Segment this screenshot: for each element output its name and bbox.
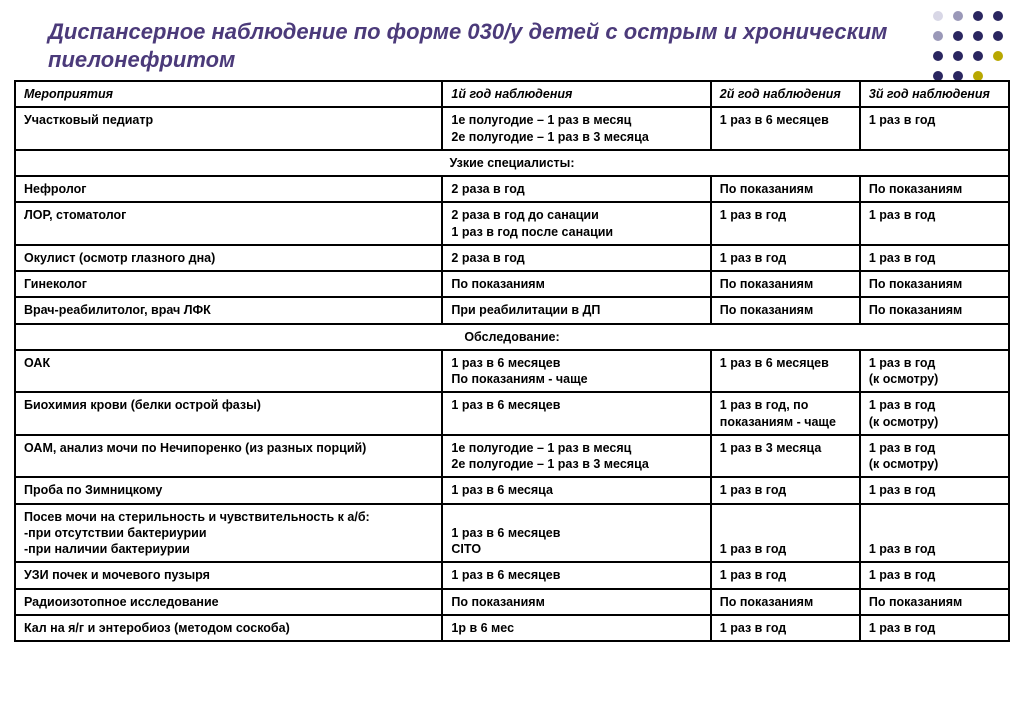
col-header-year1: 1й год наблюдения [442, 81, 710, 107]
table-cell: По показаниям [442, 271, 710, 297]
table-cell: 1р в 6 мес [442, 615, 710, 641]
table-cell: 1 раз в год(к осмотру) [860, 435, 1009, 478]
col-header-year3: 3й год наблюдения [860, 81, 1009, 107]
table-cell: 1 раз в год [860, 107, 1009, 150]
table-cell: 1 раз в год [711, 245, 860, 271]
table-row: ОАК1 раз в 6 месяцевПо показаниям - чаще… [15, 350, 1009, 393]
table-cell: 1 раз в 6 месяцев [711, 107, 860, 150]
table-cell: Окулист (осмотр глазного дна) [15, 245, 442, 271]
table-cell: 2 раза в год [442, 176, 710, 202]
table-row: УЗИ почек и мочевого пузыря1 раз в 6 мес… [15, 562, 1009, 588]
table-cell: 1 раз в год, по показаниям - чаще [711, 392, 860, 435]
table-cell: 2 раза в год [442, 245, 710, 271]
section-title-cell: Узкие специалисты: [15, 150, 1009, 176]
table-row: ОАМ, анализ мочи по Нечипоренко (из разн… [15, 435, 1009, 478]
table-cell: 1 раз в 6 месяцевПо показаниям - чаще [442, 350, 710, 393]
table-row: Врач-реабилитолог, врач ЛФКПри реабилита… [15, 297, 1009, 323]
col-header-year2: 2й год наблюдения [711, 81, 860, 107]
table-cell: По показаниям [711, 297, 860, 323]
table-cell: 1 раз в год [860, 202, 1009, 245]
table-cell: 1 раз в год [711, 562, 860, 588]
table-cell: Врач-реабилитолог, врач ЛФК [15, 297, 442, 323]
table-cell: ОАК [15, 350, 442, 393]
table-row: Окулист (осмотр глазного дна)2 раза в го… [15, 245, 1009, 271]
table-cell: ОАМ, анализ мочи по Нечипоренко (из разн… [15, 435, 442, 478]
col-header-activity: Мероприятия [15, 81, 442, 107]
table-cell: 1 раз в 6 месяцев [442, 392, 710, 435]
table-cell: По показаниям [860, 176, 1009, 202]
table-cell: 1 раз в 6 месяца [442, 477, 710, 503]
table-cell: УЗИ почек и мочевого пузыря [15, 562, 442, 588]
table-cell: Радиоизотопное исследование [15, 589, 442, 615]
table-cell: 1 раз в год [711, 615, 860, 641]
table-cell: При реабилитации в ДП [442, 297, 710, 323]
table-cell: 1 раз в год [711, 477, 860, 503]
table-cell: По показаниям [860, 271, 1009, 297]
table-cell: 1 раз в год [860, 504, 1009, 563]
table-cell: 1 раз в 6 месяцев [442, 562, 710, 588]
table-cell: По показаниям [860, 297, 1009, 323]
table-cell: 1е полугодие – 1 раз в месяц2е полугодие… [442, 435, 710, 478]
table-cell: 1 раз в год [860, 477, 1009, 503]
table-row: Радиоизотопное исследованиеПо показаниям… [15, 589, 1009, 615]
table-cell: По показаниям [711, 271, 860, 297]
table-row: ГинекологПо показаниямПо показаниямПо по… [15, 271, 1009, 297]
table-cell: 1 раз в год [860, 562, 1009, 588]
table-cell: ЛОР, стоматолог [15, 202, 442, 245]
table-cell: Биохимия крови (белки острой фазы) [15, 392, 442, 435]
table-row: Проба по Зимницкому1 раз в 6 месяца1 раз… [15, 477, 1009, 503]
table-cell: Нефролог [15, 176, 442, 202]
table-cell: 2 раза в год до санации1 раз в год после… [442, 202, 710, 245]
table-cell: Проба по Зимницкому [15, 477, 442, 503]
section-title-row: Узкие специалисты: [15, 150, 1009, 176]
table-header-row: Мероприятия 1й год наблюдения 2й год наб… [15, 81, 1009, 107]
table-row: Биохимия крови (белки острой фазы)1 раз … [15, 392, 1009, 435]
table-cell: 1 раз в год(к осмотру) [860, 392, 1009, 435]
table-row: Участковый педиатр1е полугодие – 1 раз в… [15, 107, 1009, 150]
table-cell: По показаниям [860, 589, 1009, 615]
slide-title: Диспансерное наблюдение по форме 030/у д… [48, 18, 964, 73]
section-title-cell: Обследование: [15, 324, 1009, 350]
table-row: Кал на я/г и энтеробиоз (методом соскоба… [15, 615, 1009, 641]
table-row: ЛОР, стоматолог2 раза в год до санации1 … [15, 202, 1009, 245]
table-cell: 1 раз в 6 месяцев [711, 350, 860, 393]
table-cell: Участковый педиатр [15, 107, 442, 150]
table-cell: 1 раз в год [711, 504, 860, 563]
observation-table: Мероприятия 1й год наблюдения 2й год наб… [14, 80, 1010, 642]
table-cell: Гинеколог [15, 271, 442, 297]
table-cell: По показаниям [711, 589, 860, 615]
table-cell: По показаниям [711, 176, 860, 202]
table-row: Посев мочи на стерильность и чувствитель… [15, 504, 1009, 563]
table-cell: 1 раз в 6 месяцевCITO [442, 504, 710, 563]
table-row: Нефролог2 раза в годПо показаниямПо пока… [15, 176, 1009, 202]
table-cell: 1 раз в год [860, 245, 1009, 271]
table-cell: По показаниям [442, 589, 710, 615]
table-cell: 1е полугодие – 1 раз в месяц2е полугодие… [442, 107, 710, 150]
table-cell: 1 раз в год [860, 615, 1009, 641]
table-cell: 1 раз в год [711, 202, 860, 245]
section-title-row: Обследование: [15, 324, 1009, 350]
table-cell: Кал на я/г и энтеробиоз (методом соскоба… [15, 615, 442, 641]
observation-table-container: Мероприятия 1й год наблюдения 2й год наб… [14, 80, 1010, 642]
table-cell: 1 раз в 3 месяца [711, 435, 860, 478]
table-cell: Посев мочи на стерильность и чувствитель… [15, 504, 442, 563]
table-cell: 1 раз в год(к осмотру) [860, 350, 1009, 393]
